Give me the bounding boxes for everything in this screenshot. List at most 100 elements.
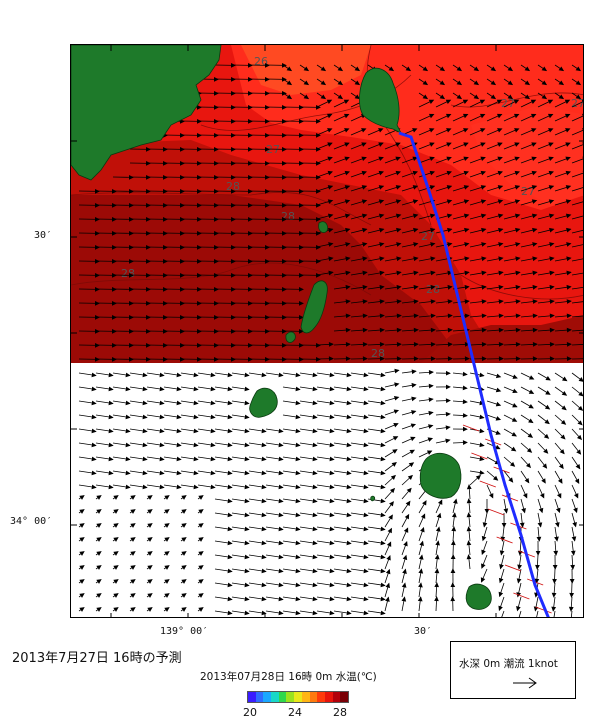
current-arrow-head: [159, 442, 165, 448]
current-arrow-head: [462, 413, 468, 418]
current-arrow-head: [519, 522, 525, 528]
current-arrow-head: [244, 540, 250, 546]
map-area[interactable]: 26 27 27 27 27 27 28 28 28 28 28: [70, 44, 584, 618]
current-arrow-head: [553, 550, 559, 556]
current-arrow-head: [464, 356, 470, 362]
current-arrow-head: [346, 596, 352, 602]
current-arrow-head: [565, 156, 571, 162]
current-arrow-head: [419, 540, 424, 546]
current-arrow-head: [547, 113, 554, 119]
current-arrow-head: [464, 313, 470, 319]
current-arrow-head: [79, 593, 85, 598]
current-arrow-head: [479, 414, 485, 420]
current-arrow-head: [329, 372, 335, 378]
current-arrow-head: [434, 568, 440, 574]
current-arrow-head: [164, 509, 170, 514]
current-arrow-head: [403, 541, 408, 547]
islet: [285, 331, 296, 343]
current-arrow-head: [395, 199, 402, 204]
current-arrow-head: [159, 414, 165, 420]
current-arrow-head: [456, 66, 463, 72]
current-arrow-head: [582, 142, 583, 145]
current-arrow-head: [515, 313, 521, 319]
current-arrow-head: [210, 428, 216, 434]
current-arrow-head: [298, 300, 304, 306]
current-arrow-head: [362, 327, 368, 333]
current-arrow-head: [278, 512, 284, 518]
current-arrow-head: [522, 493, 528, 499]
current-arrow: [536, 610, 539, 617]
current-arrow-head: [396, 242, 402, 247]
current-arrow-head: [362, 356, 368, 362]
current-arrow-head: [278, 484, 284, 490]
current-arrow-head: [130, 579, 136, 584]
current-arrow-head: [181, 593, 187, 598]
current-arrow-head: [418, 568, 424, 574]
current-arrow-head: [261, 582, 267, 588]
current-arrow-head: [552, 578, 557, 584]
current-arrow-head: [428, 113, 435, 119]
current-arrow-head: [514, 170, 520, 176]
current-arrow-head: [396, 284, 402, 290]
current-arrow-head: [320, 66, 327, 72]
current-arrow-head: [198, 593, 204, 598]
current-arrow-head: [227, 428, 233, 434]
current-arrow-head: [536, 536, 542, 542]
current-arrow-head: [430, 327, 436, 333]
current-arrow: [571, 344, 583, 346]
current-arrow-head: [244, 596, 250, 602]
current-arrow-head: [463, 185, 470, 190]
current-arrow-head: [430, 299, 436, 304]
current-arrow-head: [380, 414, 386, 420]
current-arrow-head: [532, 284, 538, 290]
current-arrow-head: [361, 185, 368, 190]
current-arrow-head: [388, 514, 393, 520]
current-arrow-head: [498, 341, 504, 347]
current-arrow-head: [345, 356, 351, 362]
current-arrow-head: [528, 375, 535, 380]
current-arrow-head: [481, 549, 486, 556]
current-arrow-head: [532, 356, 538, 362]
current-arrow-head: [227, 610, 233, 616]
current-arrow-head: [379, 227, 385, 233]
current-arrow-head: [227, 540, 233, 546]
current-arrow-head: [227, 456, 233, 462]
current-arrow-head: [361, 156, 367, 162]
current-arrow-head: [480, 213, 487, 219]
current-arrow-head: [451, 512, 457, 518]
current-arrow-head: [346, 582, 352, 588]
current-arrow-head: [496, 99, 503, 104]
current-arrow-head: [498, 313, 504, 319]
current-arrow-head: [481, 341, 487, 347]
current-arrow-head: [413, 284, 419, 290]
current-arrow-head: [379, 284, 385, 290]
current-arrow-head: [125, 428, 131, 434]
current-arrow-head: [363, 442, 369, 448]
current-arrow-head: [363, 386, 369, 392]
current-arrow-head: [582, 128, 583, 131]
current-arrow-head: [464, 284, 470, 290]
current-arrow-head: [176, 470, 182, 476]
current-arrow-head: [456, 80, 463, 86]
current-arrow-head: [466, 512, 472, 518]
current-arrow-head: [261, 526, 267, 532]
current-arrow-head: [447, 356, 453, 362]
current-arrow-head: [445, 425, 451, 430]
current-arrow-head: [531, 170, 537, 176]
current-arrow-head: [329, 568, 335, 574]
current-arrow-head: [380, 568, 386, 574]
current-arrow-head: [566, 227, 572, 233]
current-arrow-head: [113, 551, 119, 556]
current-arrow-head: [379, 299, 385, 304]
current-arrow-head: [346, 526, 352, 532]
current-arrow-head: [363, 414, 369, 420]
current-arrow-head: [524, 66, 531, 72]
current-arrow-head: [329, 512, 335, 518]
current-arrow-head: [481, 270, 487, 276]
current-arrow-head: [164, 579, 170, 584]
current-arrow-head: [561, 390, 568, 396]
current-arrow-head: [164, 551, 170, 556]
current-arrow-head: [515, 242, 521, 247]
current-arrow-head: [405, 500, 411, 507]
current-arrow-head: [113, 523, 119, 528]
